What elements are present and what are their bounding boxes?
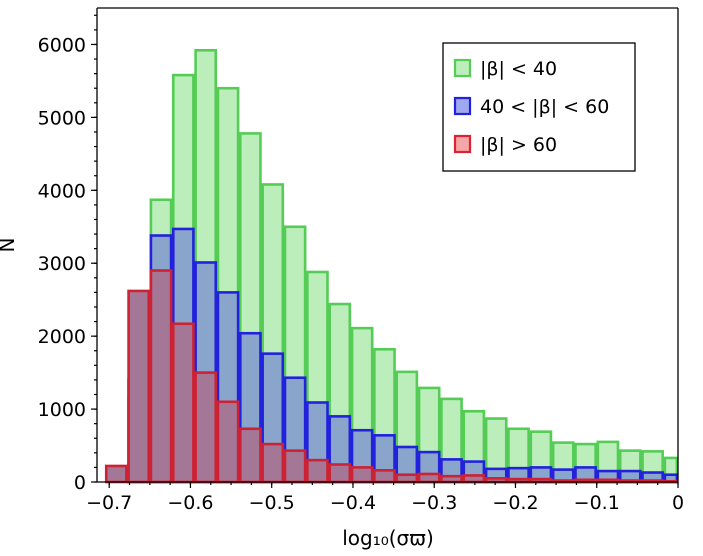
legend-swatch-0 [453, 58, 472, 78]
bar-series2-bin6 [239, 427, 262, 484]
legend-swatch-1 [453, 96, 472, 116]
axes [96, 7, 679, 483]
x-tick-label: 0 [672, 492, 684, 514]
bar-series2-bin11 [350, 466, 374, 484]
legend: |β| < 40 40 < |β| < 60 |β| > 60 [442, 42, 636, 172]
y-tick-label: 6000 [38, 34, 86, 56]
bar-series2-bin12 [373, 469, 396, 484]
x-tick-label: −0.4 [330, 492, 376, 514]
bar-series2-bin16 [462, 474, 486, 484]
bar-series2-bin2 [149, 269, 173, 484]
bar-series2-bin5 [216, 400, 240, 484]
x-axis-title: log₁₀(σϖ) [342, 526, 434, 550]
y-ticks: 0 1000 2000 3000 4000 5000 6000 [38, 14, 97, 494]
bar-series2-bin15 [440, 474, 463, 484]
legend-label-0: |β| < 40 [480, 58, 557, 80]
x-tick-label: −0.3 [411, 492, 457, 514]
bar-series2-bin4 [194, 371, 218, 484]
legend-label-2: |β| > 60 [480, 134, 557, 156]
x-tick-label: −0.1 [574, 492, 620, 514]
x-tick-label: −0.6 [167, 492, 213, 514]
x-ticks: −0.7 −0.6 −0.5 −0.4 −0.3 −0.2 −0.1 0 [86, 482, 684, 514]
y-tick-label: 0 [74, 472, 86, 494]
legend-swatch-2 [453, 134, 472, 154]
bar-series2-bin14 [417, 472, 441, 484]
y-tick-label: 2000 [38, 326, 86, 348]
bar-series2-bin8 [283, 449, 307, 484]
y-tick-label: 3000 [38, 253, 86, 275]
y-axis-title: N [0, 238, 19, 253]
x-tick-label: −0.7 [86, 492, 132, 514]
series-2 [104, 269, 679, 484]
bar-series2-bin7 [261, 442, 285, 484]
y-tick-label: 4000 [38, 180, 86, 202]
legend-label-1: 40 < |β| < 60 [480, 96, 609, 118]
bar-series2-bin0 [104, 464, 128, 484]
bar-series2-bin13 [395, 473, 419, 484]
bar-series2-bin9 [306, 458, 329, 484]
x-tick-label: −0.5 [249, 492, 295, 514]
bar-series2-bin3 [171, 322, 195, 484]
bar-series2-bin1 [127, 289, 151, 484]
legend-box [442, 42, 636, 172]
x-tick-label: −0.2 [492, 492, 538, 514]
bar-series2-bin10 [328, 463, 352, 484]
y-tick-label: 1000 [38, 399, 86, 421]
y-tick-label: 5000 [38, 107, 86, 129]
